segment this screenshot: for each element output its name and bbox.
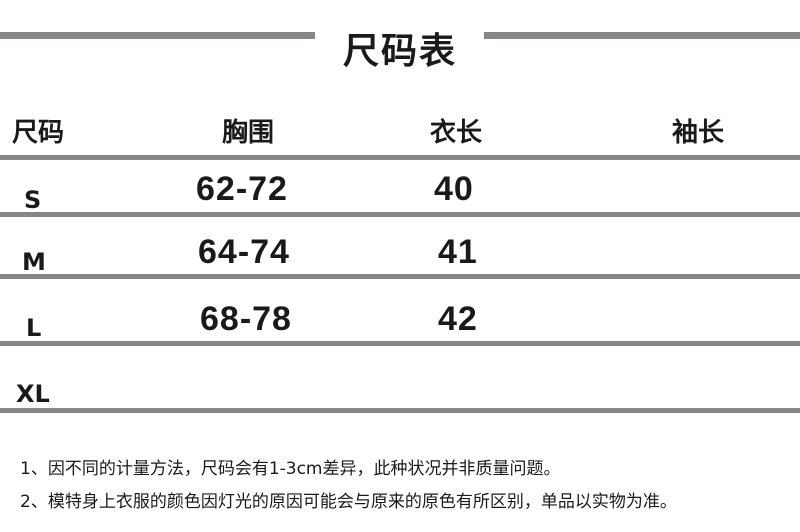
table-row-size: M bbox=[22, 248, 46, 276]
row-divider bbox=[0, 212, 800, 217]
table-row-chest: 62-72 bbox=[196, 170, 288, 208]
table-row-length: 42 bbox=[438, 300, 478, 338]
table-row-length: 40 bbox=[434, 170, 474, 208]
table-row-chest: 68-78 bbox=[200, 300, 292, 338]
header-length: 衣长 bbox=[430, 118, 483, 148]
table-row-size: S bbox=[24, 186, 42, 214]
table-row-size: L bbox=[26, 314, 42, 342]
note-1: 1、因不同的计量方法，尺码会有1-3cm差异，此种状况并非质量问题。 bbox=[20, 459, 561, 479]
header-chest: 胸围 bbox=[222, 118, 275, 148]
header-sleeve: 袖长 bbox=[672, 118, 725, 148]
title-rule-right bbox=[484, 32, 800, 39]
title-rule-left bbox=[0, 32, 315, 39]
row-divider bbox=[0, 341, 800, 346]
note-2: 2、模特身上衣服的颜色因灯光的原因可能会与原来的原色有所区别，单品以实物为准。 bbox=[20, 492, 677, 512]
table-row-chest: 64-74 bbox=[198, 233, 290, 271]
table-row-length: 41 bbox=[438, 233, 478, 271]
table-row-size: XL bbox=[16, 380, 50, 408]
page-title: 尺码表 bbox=[342, 31, 457, 72]
header-size: 尺码 bbox=[12, 118, 65, 148]
row-divider bbox=[0, 408, 800, 413]
row-divider bbox=[0, 155, 800, 160]
row-divider bbox=[0, 274, 800, 279]
